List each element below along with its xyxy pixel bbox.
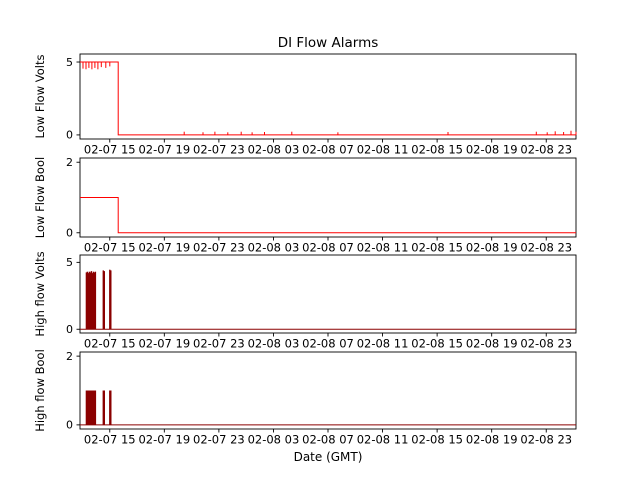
x-tick-label: 02-08 07 — [302, 143, 354, 157]
x-tick-label: 02-08 03 — [248, 241, 300, 255]
x-tick-label: 02-08 07 — [302, 241, 354, 255]
x-tick-label: 02-08 11 — [357, 433, 409, 447]
y-axis-label: High flow Volts — [33, 251, 47, 336]
x-tick-label: 02-08 11 — [357, 241, 409, 255]
x-tick-label: 02-07 19 — [138, 241, 190, 255]
x-tick-label: 02-07 15 — [84, 241, 136, 255]
y-axis-label: Low Flow Volts — [33, 55, 47, 139]
y-tick-label: 2 — [66, 156, 73, 169]
axes-frame — [79, 157, 577, 238]
x-tick-label: 02-08 15 — [411, 143, 463, 157]
x-axis-title: Date (GMT) — [294, 450, 363, 464]
x-tick-label: 02-07 15 — [84, 143, 136, 157]
data-line — [80, 197, 576, 234]
y-axis-label: Low Flow Bool — [33, 157, 47, 238]
x-tick-label: 02-07 19 — [138, 337, 190, 351]
x-tick-label: 02-07 19 — [138, 143, 190, 157]
y-axis-label: High flow Bool — [33, 349, 47, 432]
x-tick-label: 02-08 03 — [248, 433, 300, 447]
x-tick-label: 02-08 11 — [357, 337, 409, 351]
x-tick-label: 02-08 15 — [411, 433, 463, 447]
x-tick-label: 02-07 23 — [193, 143, 245, 157]
x-tick-label: 02-08 03 — [248, 337, 300, 351]
x-tick-label: 02-07 23 — [193, 337, 245, 351]
x-tick-label: 02-08 23 — [520, 241, 572, 255]
figure-title: DI Flow Alarms — [278, 35, 379, 51]
axes-frame — [79, 53, 577, 140]
axes-frame — [79, 351, 577, 430]
x-tick-label: 02-08 07 — [302, 337, 354, 351]
y-tick-label: 0 — [66, 227, 73, 240]
y-tick-label: 0 — [66, 323, 73, 336]
y-tick-label: 5 — [66, 56, 73, 69]
x-tick-label: 02-08 11 — [357, 143, 409, 157]
y-tick-label: 0 — [66, 419, 73, 432]
x-tick-label: 02-08 07 — [302, 433, 354, 447]
x-tick-label: 02-08 23 — [520, 337, 572, 351]
x-tick-label: 02-08 19 — [466, 241, 518, 255]
y-tick-label: 2 — [66, 350, 73, 363]
x-tick-label: 02-08 23 — [520, 433, 572, 447]
x-tick-label: 02-08 15 — [411, 241, 463, 255]
x-tick-label: 02-08 15 — [411, 337, 463, 351]
x-tick-label: 02-07 23 — [193, 241, 245, 255]
y-tick-label: 5 — [66, 256, 73, 269]
data-line — [80, 61, 576, 136]
x-tick-label: 02-08 03 — [248, 143, 300, 157]
x-tick-label: 02-07 19 — [138, 433, 190, 447]
x-tick-label: 02-07 23 — [193, 433, 245, 447]
x-tick-label: 02-08 19 — [466, 143, 518, 157]
x-tick-label: 02-07 15 — [84, 433, 136, 447]
x-tick-label: 02-08 19 — [466, 337, 518, 351]
y-tick-label: 0 — [66, 129, 73, 142]
x-tick-label: 02-08 23 — [520, 143, 572, 157]
x-tick-label: 02-07 15 — [84, 337, 136, 351]
axes-frame — [79, 254, 577, 334]
x-tick-label: 02-08 19 — [466, 433, 518, 447]
